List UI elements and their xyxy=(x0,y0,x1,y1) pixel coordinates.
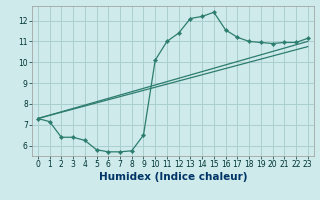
X-axis label: Humidex (Indice chaleur): Humidex (Indice chaleur) xyxy=(99,172,247,182)
